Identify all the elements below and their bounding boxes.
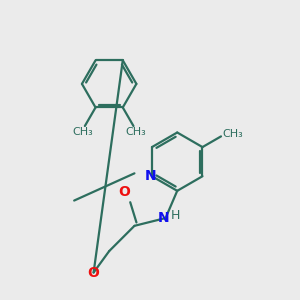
Text: CH₃: CH₃ bbox=[72, 127, 93, 137]
Text: N: N bbox=[158, 211, 170, 225]
Text: N: N bbox=[145, 169, 157, 183]
Text: O: O bbox=[88, 266, 100, 280]
Text: CH₃: CH₃ bbox=[125, 127, 146, 137]
Text: CH₃: CH₃ bbox=[222, 129, 243, 140]
Text: H: H bbox=[171, 208, 180, 222]
Text: O: O bbox=[118, 185, 130, 199]
